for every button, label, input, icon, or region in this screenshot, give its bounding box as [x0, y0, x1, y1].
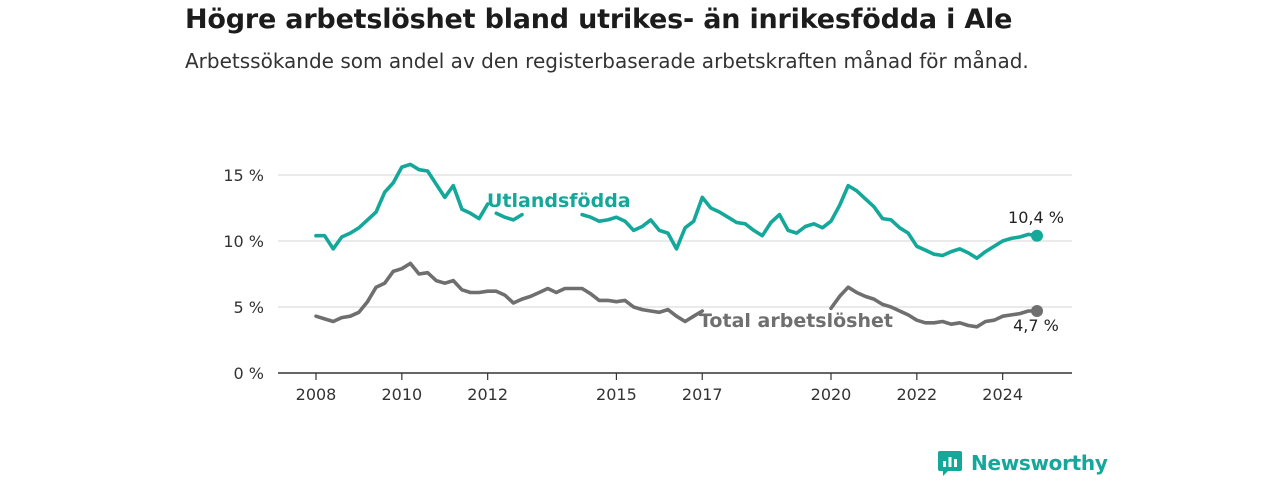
newsworthy-logo: Newsworthy: [937, 448, 1108, 478]
series-line-utlandsfodda-segment-2: [494, 211, 524, 222]
x-tick-label: 2008: [296, 385, 337, 404]
series-line-utlandsfodda-segment-3: [580, 183, 1039, 261]
x-tick-label: 2022: [896, 385, 937, 404]
series-labels: Utlandsfödda Total arbetslöshet 10,4 % 4,7 …: [487, 190, 1064, 335]
series-label-utlandsfodda: Utlandsfödda: [487, 190, 631, 212]
newsworthy-logo-icon: [938, 451, 962, 476]
axes: 0 % 5 % 10 % 15 % 2008 2010 2012 2015 2017 2020 20…: [223, 166, 1072, 404]
newsworthy-logo-text: Newsworthy: [971, 451, 1108, 475]
chart-title: Högre arbetslöshet bland utrikes- än inr…: [185, 4, 1013, 35]
chart-subtitle: Arbetssökande som andel av den registerb…: [185, 49, 1029, 73]
y-tick-label: 5 %: [234, 298, 264, 317]
gridlines: [278, 174, 1072, 308]
x-tick-label: 2010: [381, 385, 422, 404]
x-tick-label: 2024: [982, 385, 1023, 404]
series-lines: [314, 162, 1043, 329]
series-line-utlandsfodda-segment-1: [314, 162, 490, 251]
x-tick-label: 2012: [467, 385, 508, 404]
end-value-label-total-arbetsloshet: 4,7 %: [1013, 316, 1059, 335]
y-tick-label: 0 %: [234, 364, 264, 383]
series-line-total-arbetsloshet-segment-2: [829, 285, 1039, 329]
y-tick-label: 15 %: [223, 166, 264, 185]
end-value-label-utlandsfodda: 10,4 %: [1008, 208, 1064, 227]
x-tick-label: 2015: [596, 385, 637, 404]
x-tick-label: 2017: [682, 385, 723, 404]
series-line-total-arbetsloshet-segment-1: [314, 261, 705, 324]
series-endpoint-utlandsfodda: [1031, 229, 1043, 242]
y-tick-label: 10 %: [223, 232, 264, 251]
series-endpoint-total-arbetsloshet: [1031, 304, 1043, 317]
series-label-total-arbetsloshet: Total arbetslöshet: [699, 310, 893, 332]
x-tick-label: 2020: [811, 385, 852, 404]
